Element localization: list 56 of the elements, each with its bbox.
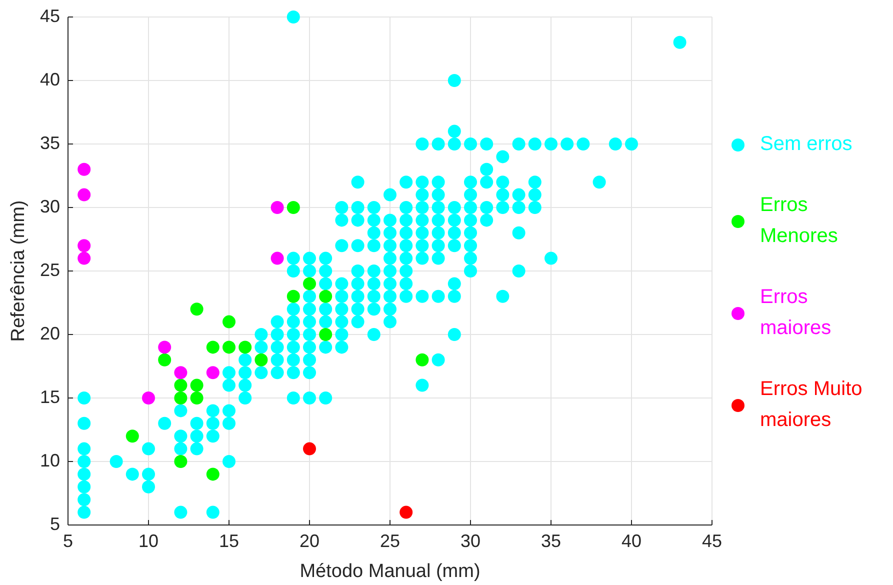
y-axis-title: Referência (mm) xyxy=(8,200,29,342)
point xyxy=(319,328,332,341)
point xyxy=(78,252,91,265)
y-tick-label: 20 xyxy=(40,323,60,344)
legend-label: Erros Menores xyxy=(760,194,838,248)
point xyxy=(303,277,316,290)
point xyxy=(238,340,252,354)
y-tick-label: 15 xyxy=(40,386,60,407)
point xyxy=(158,353,172,366)
point xyxy=(319,290,332,303)
point xyxy=(174,392,188,404)
x-tick-label: 35 xyxy=(540,531,562,551)
point xyxy=(286,201,300,214)
legend-label: Sem erros xyxy=(760,133,852,156)
y-tick-label: 10 xyxy=(40,450,60,470)
x-tick-label: 25 xyxy=(380,531,400,551)
point xyxy=(190,378,204,392)
point xyxy=(206,468,220,481)
point xyxy=(158,340,172,354)
x-tick-label: 10 xyxy=(138,531,159,551)
point xyxy=(222,340,236,354)
x-tick-label: 20 xyxy=(299,531,320,551)
point xyxy=(400,506,413,519)
point xyxy=(190,392,204,404)
point xyxy=(142,392,155,404)
point xyxy=(206,340,220,354)
y-tick-label: 25 xyxy=(40,260,60,280)
legend-label: Erros Muito maiores xyxy=(760,378,862,432)
point xyxy=(206,366,220,380)
point xyxy=(174,378,188,392)
point xyxy=(174,455,188,468)
x-axis-title: Método Manual (mm) xyxy=(300,561,480,582)
point xyxy=(222,315,236,328)
point xyxy=(126,430,139,443)
x-tick-label: 5 xyxy=(62,531,74,551)
y-tick-label: 35 xyxy=(40,132,60,153)
y-tick-label: 5 xyxy=(50,514,60,534)
x-tick-label: 15 xyxy=(218,531,240,551)
y-tick-label: 40 xyxy=(40,69,60,90)
x-tick-label: 40 xyxy=(621,531,642,551)
point xyxy=(174,366,188,380)
point xyxy=(303,442,316,456)
point xyxy=(416,353,429,366)
legend-label: Erros maiores xyxy=(760,286,832,340)
point xyxy=(270,252,284,265)
point xyxy=(78,188,91,202)
point xyxy=(78,239,91,252)
y-tick-label: 45 xyxy=(40,6,60,26)
point xyxy=(190,302,204,316)
x-tick-label: 30 xyxy=(460,531,481,551)
point xyxy=(286,290,300,303)
point xyxy=(78,162,91,176)
point xyxy=(254,353,268,366)
y-tick-label: 30 xyxy=(40,196,60,216)
x-tick-label: 45 xyxy=(702,531,722,551)
point xyxy=(270,201,284,214)
